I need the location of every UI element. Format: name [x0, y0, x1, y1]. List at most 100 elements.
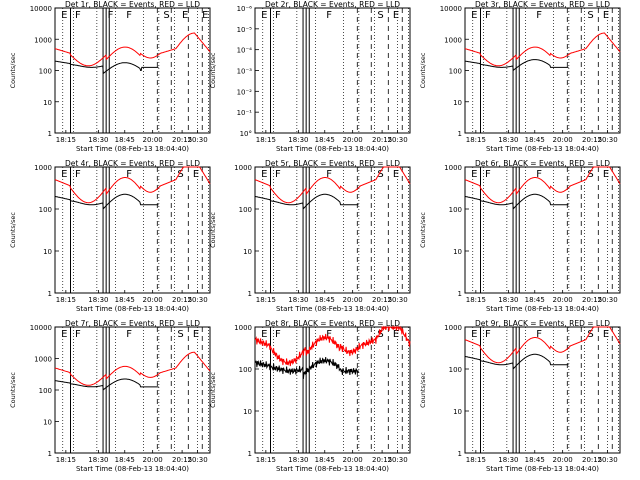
- marker-letter: E: [393, 329, 399, 340]
- events-series-line: [464, 193, 569, 210]
- y-tick-label: 1: [458, 450, 462, 458]
- y-tick-label: 1000: [234, 324, 252, 332]
- y-tick-label: 100: [449, 366, 462, 374]
- x-tick-label: 20:15: [372, 296, 392, 304]
- marker-letter: E: [193, 169, 199, 180]
- panel-title: Det 5r, BLACK = Events, RED = LLD: [265, 159, 400, 168]
- plot-frame: [54, 7, 211, 134]
- lld-series-line: [54, 32, 211, 67]
- x-tick-label: 20:30: [188, 136, 208, 144]
- x-axis-label: Start Time (08-Feb-13 18:04:40): [76, 465, 189, 473]
- y-tick-label: 10: [243, 248, 252, 256]
- x-tick-label: 18:30: [88, 136, 108, 144]
- x-tick-label: 20:15: [172, 136, 192, 144]
- marker-letter: S: [587, 169, 593, 180]
- marker-letter: F: [126, 329, 132, 340]
- events-series-line: [254, 193, 359, 210]
- plot-frame: [54, 326, 211, 454]
- y-tick-label: 1000: [444, 164, 462, 172]
- marker-letter: F: [485, 169, 491, 180]
- y-tick-label: 100: [39, 68, 52, 76]
- y-tick-label: 10: [243, 408, 252, 416]
- events-series-line: [54, 60, 159, 75]
- x-tick-label: 20:15: [172, 296, 192, 304]
- marker-letter: F: [485, 10, 491, 21]
- x-tick-label: 20:15: [582, 456, 602, 464]
- marker-letter: E: [393, 169, 399, 180]
- x-tick-label: 18:45: [525, 136, 545, 144]
- y-tick-label: 1: [48, 290, 52, 298]
- marker-letter: E: [261, 169, 267, 180]
- x-tick-label: 20:15: [372, 136, 392, 144]
- x-tick-label: 18:15: [256, 136, 276, 144]
- x-tick-label: 20:30: [388, 296, 408, 304]
- marker-letter: S: [377, 329, 383, 340]
- panel-title: Det 8r, BLACK = Events, RED = LLD: [265, 319, 400, 328]
- y-tick-label: 10: [43, 419, 52, 427]
- x-tick-label: 20:00: [343, 296, 363, 304]
- marker-letter: S: [587, 329, 593, 340]
- y-tick-label: 1000: [34, 356, 52, 364]
- panel-title: Det 4r, BLACK = Events, RED = LLD: [65, 159, 200, 168]
- marker-letter: E: [603, 169, 609, 180]
- x-tick-label: 20:00: [143, 296, 163, 304]
- x-axis-label: Start Time (08-Feb-13 18:04:40): [486, 465, 599, 473]
- y-tick-label: 10: [43, 248, 52, 256]
- marker-letter: F: [275, 329, 281, 340]
- x-tick-label: 20:30: [598, 456, 618, 464]
- x-tick-label: 18:45: [315, 296, 335, 304]
- plot-frame: [54, 166, 211, 294]
- x-tick-label: 18:45: [115, 136, 135, 144]
- y-tick-label: 100: [239, 206, 252, 214]
- panel-title: Det 9r, BLACK = Events, RED = LLD: [475, 319, 610, 328]
- x-tick-label: 18:45: [525, 296, 545, 304]
- y-tick-label: 1000: [444, 36, 462, 44]
- x-tick-label: 18:30: [88, 296, 108, 304]
- y-tick-label: 1000: [444, 324, 462, 332]
- marker-letter: E: [471, 169, 477, 180]
- marker-letter: E: [261, 10, 267, 21]
- marker-letter: F: [75, 169, 81, 180]
- x-tick-label: 18:15: [56, 136, 76, 144]
- y-tick-label: 10000: [30, 5, 52, 13]
- y-tick-label: 10⁻⁵: [237, 26, 253, 34]
- y-axis-label: Counts/sec: [419, 372, 427, 408]
- y-tick-label: 100: [449, 206, 462, 214]
- y-tick-label: 10: [43, 99, 52, 107]
- panel-title: Det 3r, BLACK = Events, RED = LLD: [475, 0, 610, 9]
- panel-title: Det 6r, BLACK = Events, RED = LLD: [475, 159, 610, 168]
- y-tick-label: 100: [39, 206, 52, 214]
- y-tick-label: 10⁻³: [237, 68, 253, 76]
- marker-letter: S: [587, 10, 593, 21]
- x-tick-label: 20:00: [143, 456, 163, 464]
- marker-letter: F: [536, 329, 542, 340]
- x-tick-label: 20:15: [372, 456, 392, 464]
- y-tick-label: 10⁻⁴: [237, 47, 253, 55]
- y-axis-label: Counts/sec: [209, 212, 217, 248]
- plot-frame: [254, 7, 411, 134]
- marker-letter: F: [108, 10, 114, 21]
- panel-title: Det 7r, BLACK = Events, RED = LLD: [65, 319, 200, 328]
- marker-letter: F: [275, 169, 281, 180]
- y-axis-label: Counts/sec: [419, 52, 427, 88]
- marker-letter: E: [61, 329, 67, 340]
- panel-det-4r: Det 4r, BLACK = Events, RED = LLD Counts/…: [9, 159, 211, 313]
- marker-letter: F: [75, 10, 81, 21]
- x-tick-label: 18:30: [288, 136, 308, 144]
- events-series-line: [54, 193, 159, 210]
- x-axis-label: Start Time (08-Feb-13 18:04:40): [486, 305, 599, 313]
- x-tick-label: 18:15: [256, 456, 276, 464]
- y-axis-label: Counts/sec: [9, 212, 17, 248]
- marker-letter: E: [193, 329, 199, 340]
- y-tick-label: 1000: [234, 164, 252, 172]
- x-tick-label: 20:00: [143, 136, 163, 144]
- x-tick-label: 18:15: [466, 456, 486, 464]
- y-tick-label: 1: [48, 450, 52, 458]
- y-axis-label: Counts/sec: [9, 372, 17, 408]
- marker-letter: E: [603, 329, 609, 340]
- y-tick-label: 10°: [240, 130, 252, 138]
- y-tick-label: 10⁻⁶: [237, 5, 253, 13]
- y-tick-label: 10⁻¹: [237, 109, 253, 117]
- y-tick-label: 1: [248, 450, 252, 458]
- y-tick-label: 10000: [440, 5, 462, 13]
